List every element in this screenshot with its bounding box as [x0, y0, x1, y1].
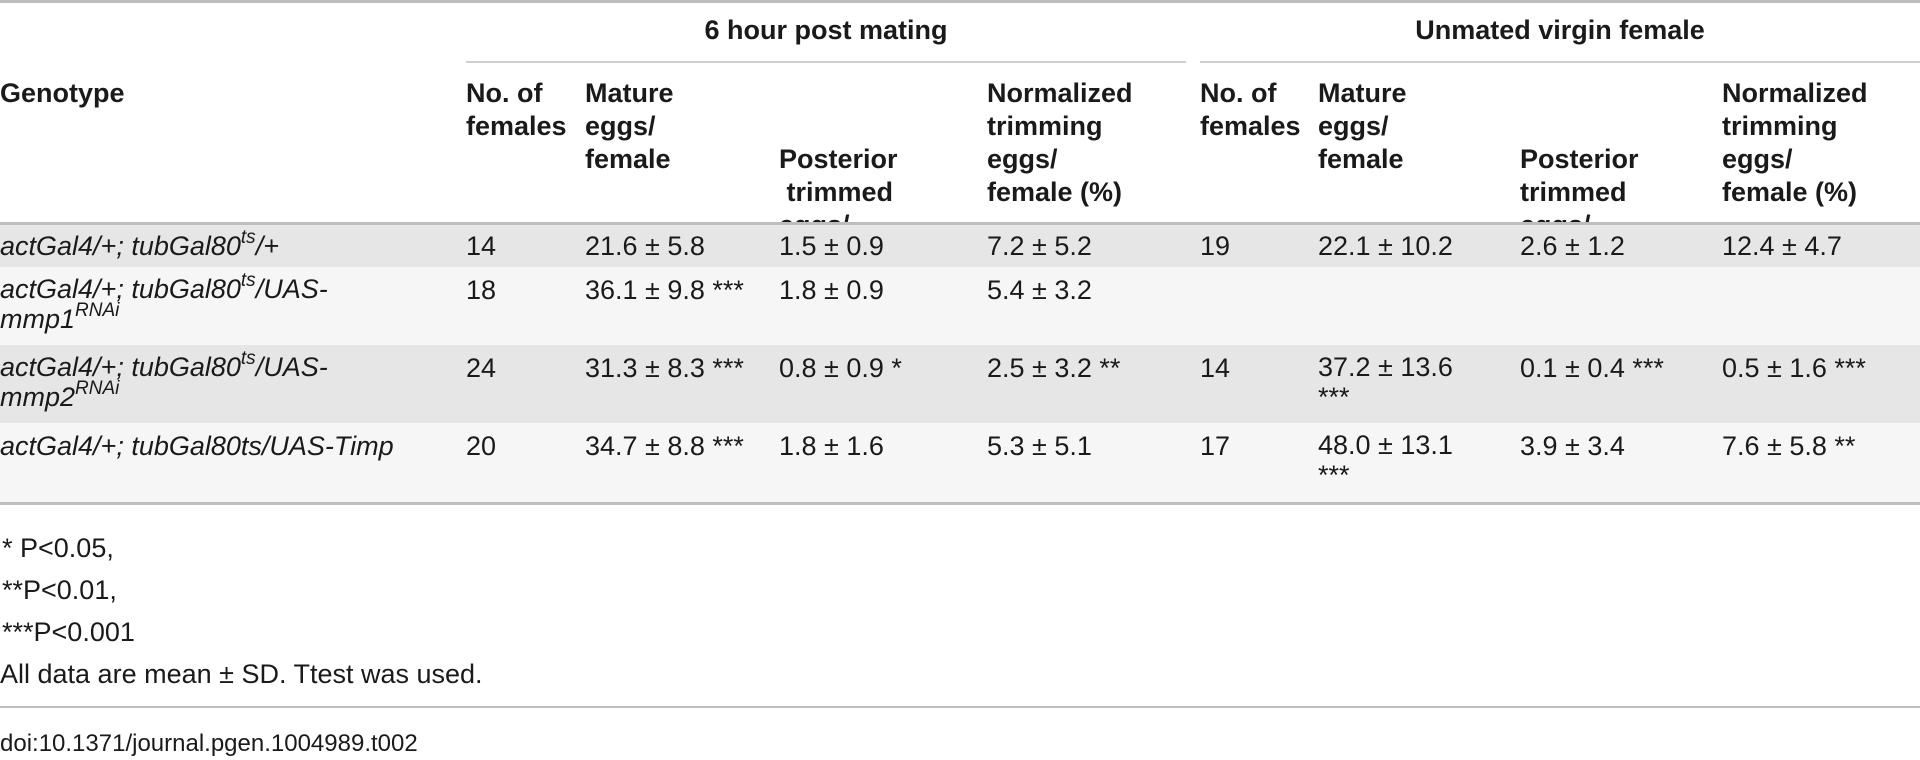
table-cell: 31.3 ± 8.3 *** — [585, 353, 744, 383]
table-cell: 7.6 ± 5.8 ** — [1722, 431, 1856, 461]
row-band-3 — [0, 345, 1920, 423]
table-row-genotype: actGal4/+; tubGal80ts/UAS- mmp1RNAi — [0, 270, 328, 334]
row-band-4 — [0, 423, 1920, 502]
table-cell: 1.8 ± 1.6 — [779, 431, 884, 461]
group-header-virgin: Unmated virgin female — [1415, 15, 1705, 45]
table-cell: 37.2 ± 13.6 *** — [1318, 352, 1453, 412]
row-band-1 — [0, 225, 1920, 267]
table-cell: 7.2 ± 5.2 — [987, 231, 1092, 261]
column-header-normalized-trimming: Normalized trimming eggs/female (%) — [987, 78, 1133, 207]
doi-link[interactable]: doi:10.1371/journal.pgen.1004989.t002 — [0, 730, 418, 757]
table-cell: 20 — [466, 431, 497, 461]
table-cell: 5.3 ± 5.1 — [987, 431, 1092, 461]
table-cell: 19 — [1200, 231, 1231, 261]
row-band-2 — [0, 267, 1920, 345]
table-cell: 1.8 ± 0.9 — [779, 275, 884, 305]
table-cell: 34.7 ± 8.8 *** — [585, 431, 744, 461]
table-cell: 14 — [1200, 353, 1231, 383]
table-cell: 22.1 ± 10.2 — [1318, 231, 1453, 261]
table-cell: 36.1 ± 9.8 *** — [585, 275, 744, 305]
column-header-no-females: No. of females — [466, 78, 567, 141]
table-cell: 18 — [466, 275, 497, 305]
footnote: All data are mean ± SD. Ttest was used. — [0, 659, 483, 689]
column-header-normalized-trimming-virgin: Normalized trimming eggs/female (%) — [1722, 78, 1868, 207]
table-cell: 5.4 ± 3.2 — [987, 275, 1092, 305]
footnote: ***P<0.001 — [2, 617, 135, 647]
group-divider-virgin — [1200, 61, 1920, 63]
table-cell: 2.5 ± 3.2 ** — [987, 353, 1121, 383]
footnote: * P<0.05, — [2, 533, 114, 563]
footer-rule — [0, 706, 1920, 708]
table-cell: 0.5 ± 1.6 *** — [1722, 353, 1866, 383]
header-bottom-rule — [0, 222, 1920, 225]
column-header-genotype: Genotype — [0, 78, 125, 108]
table-row-genotype: actGal4/+; tubGal80ts/+ — [0, 227, 279, 261]
column-header-no-females-virgin: No. of females — [1200, 78, 1301, 141]
table-cell: 48.0 ± 13.1 *** — [1318, 430, 1453, 490]
footnote: **P<0.01, — [2, 575, 117, 605]
table-row-genotype: actGal4/+; tubGal80ts/UAS-Timp — [0, 431, 394, 461]
top-rule — [0, 0, 1920, 3]
table-cell: 14 — [466, 231, 497, 261]
table-cell: 0.1 ± 0.4 *** — [1520, 353, 1664, 383]
table-cell: 12.4 ± 4.7 — [1722, 231, 1842, 261]
column-header-mature-eggs-virgin: Mature eggs/female — [1318, 78, 1407, 174]
table-cell: 17 — [1200, 431, 1231, 461]
table-cell: 2.6 ± 1.2 — [1520, 231, 1625, 261]
table-bottom-rule — [0, 502, 1920, 505]
table-cell: 0.8 ± 0.9 * — [779, 353, 902, 383]
table-row-genotype: actGal4/+; tubGal80ts/UAS- mmp2RNAi — [0, 348, 328, 412]
column-header-mature-eggs: Mature eggs/female — [585, 78, 674, 174]
table-cell: 3.9 ± 3.4 — [1520, 431, 1625, 461]
group-header-post-mating: 6 hour post mating — [704, 15, 948, 45]
table-cell: 24 — [466, 353, 497, 383]
table-cell: 21.6 ± 5.8 — [585, 231, 705, 261]
group-divider-post-mating — [466, 61, 1186, 63]
table-cell: 1.5 ± 0.9 — [779, 231, 884, 261]
